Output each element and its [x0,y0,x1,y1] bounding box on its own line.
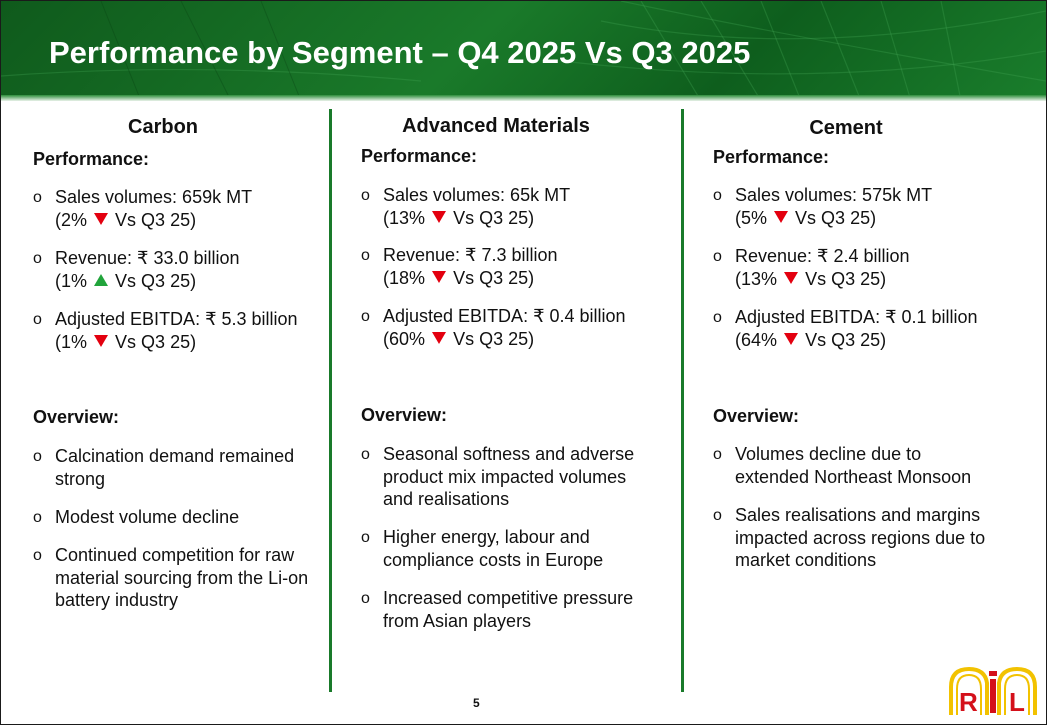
perf-change: (1% Vs Q3 25) [55,331,197,352]
bullet-icon: o [33,547,42,564]
bullet-icon: o [361,529,370,546]
performance-heading-carbon: Performance: [33,149,150,169]
column-divider [681,109,684,692]
slide-title: Performance by Segment – Q4 2025 Vs Q3 2… [49,35,751,70]
column-title-carbon: Carbon [128,116,198,138]
bullet-icon: o [361,446,370,463]
column-title-cement: Cement [809,117,883,139]
header-pattern [1,1,1046,101]
down-arrow-icon [784,271,799,284]
bullet-icon: o [361,308,370,325]
down-arrow-icon [94,334,109,347]
overview-heading-carbon: Overview: [33,407,120,427]
ril-logo-icon: R L [949,666,1037,717]
bullet-icon: o [713,507,722,524]
perf-metric: Revenue: ₹ 2.4 billion [735,246,910,266]
bullet-icon: o [33,448,42,465]
bullet-icon: o [713,248,722,265]
overview-heading-cement: Overview: [713,406,800,426]
column-title-advanced-materials: Advanced Materials [402,115,590,137]
perf-metric: Sales volumes: 575k MT [735,185,933,205]
perf-metric: Sales volumes: 65k MT [383,185,571,205]
perf-change: (64% Vs Q3 25) [735,329,887,350]
bullet-icon: o [33,311,42,328]
bullet-icon: o [33,250,42,267]
down-arrow-icon [784,332,799,345]
performance-heading-cement: Performance: [713,147,830,167]
perf-change: (1% Vs Q3 25) [55,270,197,291]
bullet-icon: o [361,590,370,607]
column-divider [329,109,332,692]
perf-change: (60% Vs Q3 25) [383,328,535,349]
perf-change: (18% Vs Q3 25) [383,267,535,288]
header-underline [1,95,1046,101]
perf-change: (5% Vs Q3 25) [735,207,877,228]
bullet-icon: o [361,247,370,264]
down-arrow-icon [432,331,447,344]
down-arrow-icon [774,210,789,223]
down-arrow-icon [432,210,447,223]
perf-metric: Revenue: ₹ 33.0 billion [55,248,240,268]
bullet-icon: o [713,187,722,204]
bullet-icon: o [33,189,42,206]
svg-text:R: R [959,687,978,717]
up-arrow-icon [94,273,109,286]
perf-metric: Adjusted EBITDA: ₹ 5.3 billion [55,309,298,329]
bullet-icon: o [361,187,370,204]
bullet-icon: o [33,509,42,526]
perf-metric: Adjusted EBITDA: ₹ 0.1 billion [735,307,978,327]
down-arrow-icon [432,270,447,283]
perf-change: (13% Vs Q3 25) [735,268,887,289]
bullet-icon: o [713,309,722,326]
perf-metric: Revenue: ₹ 7.3 billion [383,245,558,265]
page-number: 5 [473,696,480,710]
header-banner: Performance by Segment – Q4 2025 Vs Q3 2… [1,1,1046,101]
bullet-icon: o [713,446,722,463]
svg-text:L: L [1009,687,1025,717]
perf-metric: Sales volumes: 659k MT [55,187,253,207]
down-arrow-icon [94,212,109,225]
overview-heading-advanced-materials: Overview: [361,405,448,425]
perf-change: (2% Vs Q3 25) [55,209,197,230]
perf-change: (13% Vs Q3 25) [383,207,535,228]
performance-heading-advanced-materials: Performance: [361,146,478,166]
perf-metric: Adjusted EBITDA: ₹ 0.4 billion [383,306,626,326]
